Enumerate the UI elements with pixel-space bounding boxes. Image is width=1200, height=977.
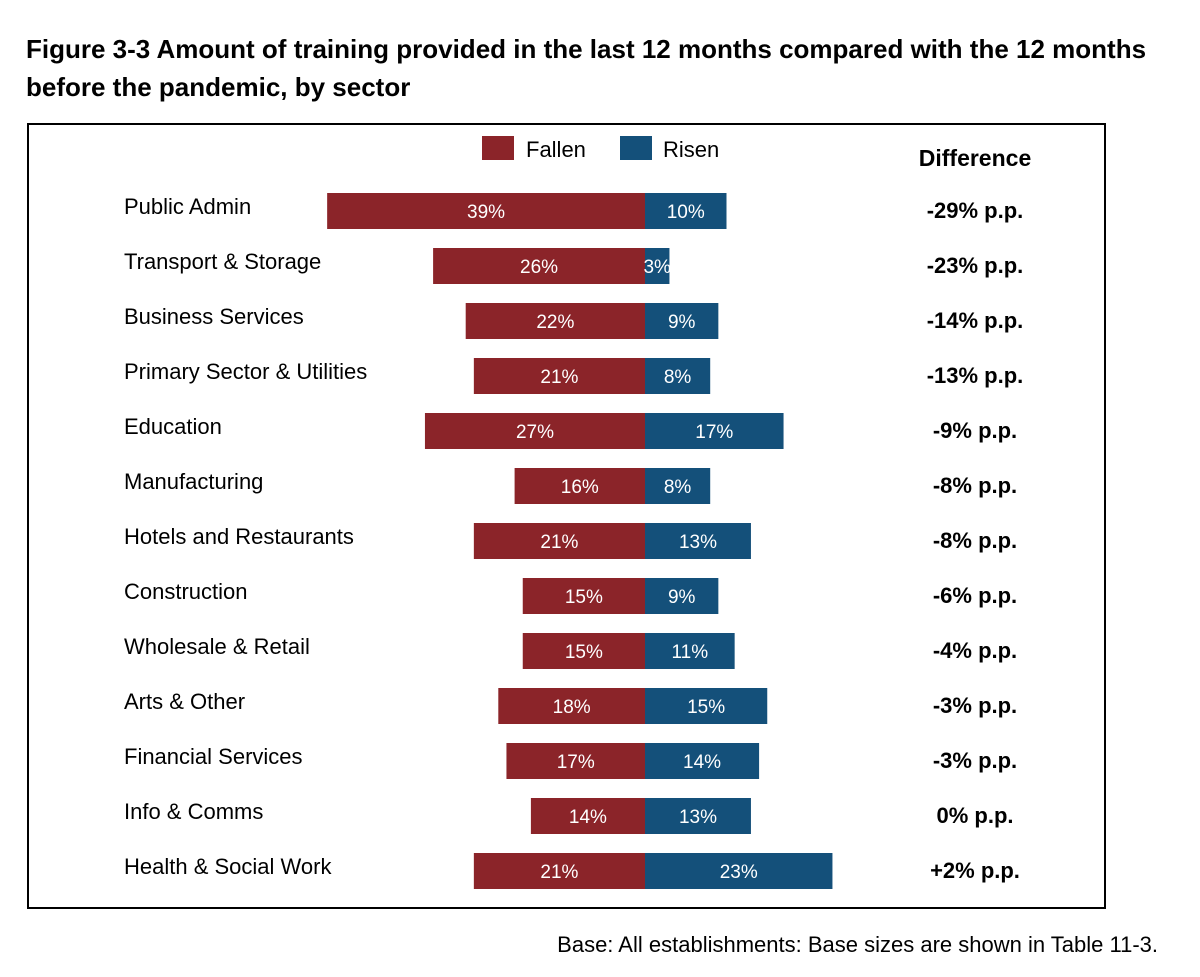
- fallen-value-label: 21%: [540, 862, 578, 883]
- difference-value: -8% p.p.: [933, 473, 1017, 498]
- fallen-bar: [473, 523, 645, 559]
- category-label: Primary Sector & Utilities: [124, 359, 367, 384]
- difference-value: +2% p.p.: [930, 858, 1020, 883]
- risen-bar: [645, 853, 833, 889]
- risen-bar: [645, 798, 751, 834]
- risen-bar: [645, 743, 760, 779]
- fallen-bar: [506, 743, 645, 779]
- fallen-value-label: 39%: [467, 202, 505, 223]
- category-label: Health & Social Work: [124, 854, 332, 879]
- fallen-value-label: 21%: [540, 367, 578, 388]
- risen-bar: [645, 413, 784, 449]
- risen-value-label: 15%: [687, 697, 725, 718]
- risen-value-label: 3%: [643, 257, 671, 278]
- risen-value-label: 9%: [668, 587, 696, 608]
- risen-bar: [645, 633, 735, 669]
- legend-risen-label: Risen: [663, 137, 719, 162]
- fallen-bar: [522, 633, 645, 669]
- difference-value: -3% p.p.: [933, 693, 1017, 718]
- difference-header: Difference: [919, 145, 1031, 171]
- difference-value: -29% p.p.: [927, 198, 1024, 223]
- chart-title: Figure 3-3 Amount of training provided i…: [26, 34, 1147, 102]
- risen-bar: [645, 248, 670, 284]
- risen-bar: [645, 688, 768, 724]
- category-label: Financial Services: [124, 744, 303, 769]
- difference-value: -9% p.p.: [933, 418, 1017, 443]
- fallen-value-label: 14%: [569, 807, 607, 828]
- fallen-bar: [498, 688, 645, 724]
- category-label: Education: [124, 414, 222, 439]
- difference-value: -8% p.p.: [933, 528, 1017, 553]
- fallen-value-label: 16%: [561, 477, 599, 498]
- fallen-bar: [327, 193, 645, 229]
- category-label: Public Admin: [124, 194, 251, 219]
- risen-value-label: 13%: [679, 807, 717, 828]
- risen-value-label: 17%: [695, 422, 733, 443]
- risen-value-label: 8%: [664, 477, 692, 498]
- risen-value-label: 10%: [667, 202, 705, 223]
- base-footnote: Base: All establishments: Base sizes are…: [557, 932, 1158, 957]
- fallen-bar: [465, 303, 645, 339]
- risen-bar: [645, 193, 727, 229]
- fallen-bar: [522, 578, 645, 614]
- fallen-value-label: 18%: [553, 697, 591, 718]
- legend-fallen-swatch: [482, 136, 514, 160]
- fallen-bar: [473, 358, 645, 394]
- risen-value-label: 14%: [683, 752, 721, 773]
- fallen-value-label: 21%: [540, 532, 578, 553]
- difference-value: -6% p.p.: [933, 583, 1017, 608]
- difference-value: -13% p.p.: [927, 363, 1024, 388]
- risen-value-label: 8%: [664, 367, 692, 388]
- fallen-value-label: 15%: [565, 587, 603, 608]
- fallen-value-label: 26%: [520, 257, 558, 278]
- fallen-bar: [473, 853, 645, 889]
- difference-value: -3% p.p.: [933, 748, 1017, 773]
- risen-bar: [645, 468, 711, 504]
- difference-value: -23% p.p.: [927, 253, 1024, 278]
- category-label: Arts & Other: [124, 689, 245, 714]
- risen-bar: [645, 303, 719, 339]
- fallen-value-label: 27%: [516, 422, 554, 443]
- category-label: Hotels and Restaurants: [124, 524, 354, 549]
- category-label: Wholesale & Retail: [124, 634, 310, 659]
- difference-value: 0% p.p.: [936, 803, 1013, 828]
- legend-risen-swatch: [620, 136, 652, 160]
- fallen-value-label: 22%: [536, 312, 574, 333]
- risen-value-label: 9%: [668, 312, 696, 333]
- category-label: Info & Comms: [124, 799, 263, 824]
- fallen-bar: [424, 413, 645, 449]
- category-label: Business Services: [124, 304, 304, 329]
- fallen-bar: [433, 248, 645, 284]
- category-label: Transport & Storage: [124, 249, 321, 274]
- difference-value: -4% p.p.: [933, 638, 1017, 663]
- risen-bar: [645, 523, 751, 559]
- risen-value-label: 23%: [720, 862, 758, 883]
- risen-value-label: 11%: [672, 642, 709, 663]
- legend-fallen-label: Fallen: [526, 137, 586, 162]
- fallen-bar: [530, 798, 645, 834]
- fallen-value-label: 17%: [557, 752, 595, 773]
- chart-frame: [27, 123, 1106, 909]
- risen-value-label: 13%: [679, 532, 717, 553]
- difference-value: -14% p.p.: [927, 308, 1024, 333]
- fallen-value-label: 15%: [565, 642, 603, 663]
- risen-bar: [645, 578, 719, 614]
- fallen-bar: [514, 468, 645, 504]
- risen-bar: [645, 358, 711, 394]
- category-label: Construction: [124, 579, 248, 604]
- category-label: Manufacturing: [124, 469, 263, 494]
